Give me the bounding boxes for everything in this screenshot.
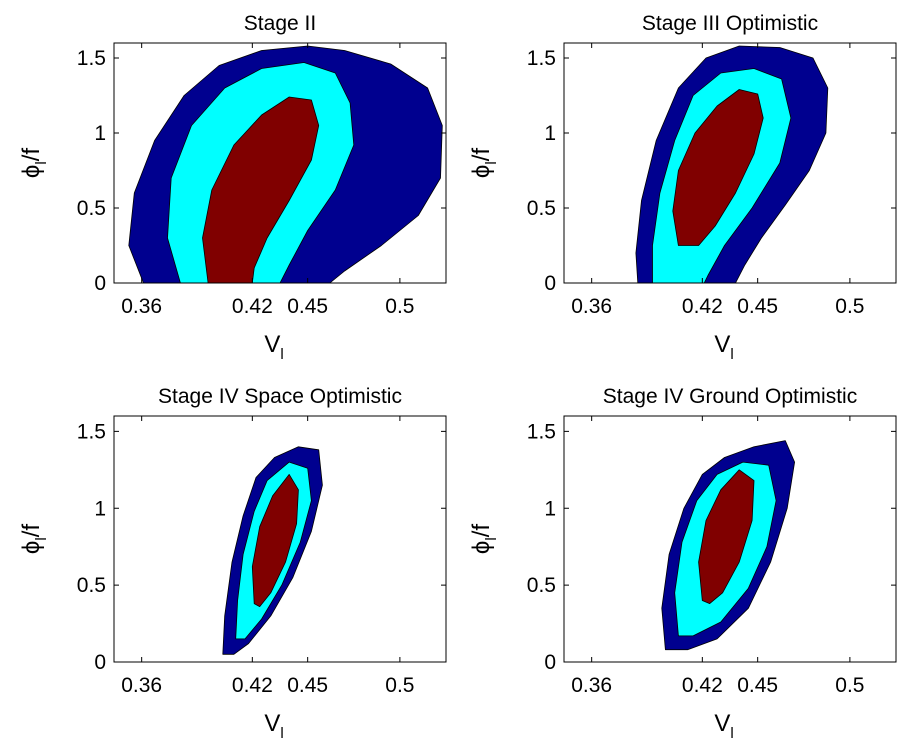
contour-inner (672, 89, 764, 246)
axes-frame (113, 415, 447, 663)
y-tick-label: 0 (94, 272, 106, 295)
chart-panel-3: 0.36 0.42 0.45 0.5 0 0.5 1 1.5 Stage IV Space Op… (18, 385, 447, 742)
axes-frame (563, 42, 897, 284)
chart-panel-2: 0.36 0.42 0.45 0.5 0 0.5 1 1.5 Stage III Optimis… (468, 12, 897, 363)
y-tick-label: 0.5 (77, 197, 106, 220)
y-axis-label: ϕl/f (468, 524, 500, 554)
chart-panel-4: 0.36 0.42 0.45 0.5 0 0.5 1 1.5 Stage IV Ground O… (468, 385, 897, 742)
axes-frame (113, 42, 447, 284)
x-tick-label: 0.45 (737, 674, 778, 697)
y-tick-label: 0.5 (527, 574, 556, 597)
x-axis-label: Vl (714, 331, 733, 363)
y-tick-label: 0 (544, 272, 556, 295)
x-tick-label: 0.5 (385, 295, 414, 318)
x-tick-label: 0.45 (737, 295, 778, 318)
x-tick-label: 0.5 (835, 674, 864, 697)
y-tick-label: 0 (544, 651, 556, 674)
y-tick-label: 1 (94, 497, 106, 520)
x-tick-label: 0.45 (287, 295, 328, 318)
contour-inner (202, 96, 320, 283)
y-axis-label: ϕl/f (468, 148, 500, 178)
x-axis-label: Vl (264, 331, 283, 363)
chart-title: Stage II (244, 12, 316, 35)
y-tick-label: 1.5 (77, 420, 106, 443)
x-tick-label: 0.36 (121, 674, 162, 697)
contour-inner (698, 469, 755, 604)
y-tick-label: 1 (94, 122, 106, 145)
axes-frame (563, 415, 897, 663)
x-tick-label: 0.36 (571, 674, 612, 697)
chart-title: Stage III Optimistic (642, 12, 818, 35)
x-axis-label: Vl (714, 710, 733, 742)
y-tick-label: 0 (94, 651, 106, 674)
x-tick-label: 0.42 (232, 674, 273, 697)
y-tick-label: 1.5 (527, 47, 556, 70)
x-tick-label: 0.5 (385, 674, 414, 697)
x-tick-label: 0.5 (835, 295, 864, 318)
y-tick-label: 1 (544, 122, 556, 145)
x-tick-label: 0.42 (232, 295, 273, 318)
y-tick-label: 1 (544, 497, 556, 520)
x-tick-label: 0.45 (287, 674, 328, 697)
y-tick-label: 0.5 (77, 574, 106, 597)
x-axis-label: Vl (264, 710, 283, 742)
contour-inner (251, 474, 299, 607)
chart-title: Stage IV Ground Optimistic (603, 385, 857, 408)
x-tick-label: 0.42 (682, 674, 723, 697)
x-tick-label: 0.36 (121, 295, 162, 318)
chart-title: Stage IV Space Optimistic (158, 385, 402, 408)
y-tick-label: 1.5 (77, 47, 106, 70)
y-tick-label: 1.5 (527, 420, 556, 443)
y-axis-label: ϕl/f (18, 524, 50, 554)
y-axis-label: ϕl/f (18, 148, 50, 178)
x-tick-label: 0.36 (571, 295, 612, 318)
chart-panel-1: 0.36 0.42 0.45 0.5 0 0.5 1 1.5 Stage II Vl ϕl/f (18, 12, 447, 363)
x-tick-label: 0.42 (682, 295, 723, 318)
y-tick-label: 0.5 (527, 197, 556, 220)
